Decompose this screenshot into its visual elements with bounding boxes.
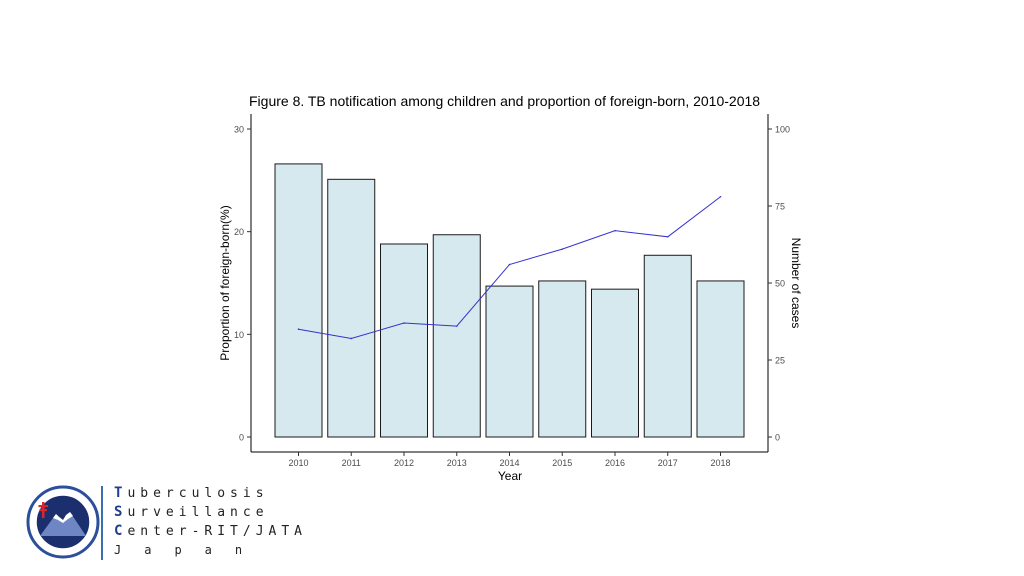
bar-2016 <box>591 288 639 438</box>
chart-title: Figure 8. TB notification among children… <box>249 93 760 109</box>
y-right-tick-label-75: 75 <box>775 202 785 212</box>
logo-divider <box>101 486 103 560</box>
cases-point-2012 <box>403 322 405 324</box>
bar-2018 <box>696 280 745 438</box>
organization-name: Tuberculosis Surveillance Center-RIT/JAT… <box>114 484 307 559</box>
y-axis-left-label: Proportion of foreign-born(%) <box>218 205 232 360</box>
x-tick-label-2016: 2016 <box>605 458 625 468</box>
y-right-tick-label-25: 25 <box>775 356 785 366</box>
x-tick-label-2013: 2013 <box>447 458 467 468</box>
y-left-tick-label-10: 10 <box>234 330 244 340</box>
x-tick-label-2010: 2010 <box>288 458 308 468</box>
y-axis-right-label: Number of cases <box>789 238 803 329</box>
plot-layer: 0 10 20 30 0 25 50 75 100 2010 2011 2012 2013 2014 201… <box>234 114 790 468</box>
x-tick-label-2017: 2017 <box>658 458 678 468</box>
x-axis-label: Year <box>498 469 522 483</box>
org-line-2: Surveillance <box>114 504 269 520</box>
bar-2014 <box>485 285 534 438</box>
cases-point-2016 <box>614 229 616 232</box>
cases-point-2011 <box>350 337 353 340</box>
x-tick-label-2012: 2012 <box>394 458 414 468</box>
bar-2010 <box>274 163 323 438</box>
y-right-tick-label-0: 0 <box>775 433 780 443</box>
org-line-3: Center-RIT/JATA <box>114 523 308 539</box>
x-tick-label-2015: 2015 <box>552 458 572 468</box>
y-right-tick-label-50: 50 <box>775 279 785 289</box>
x-tick-label-2014: 2014 <box>499 458 519 468</box>
bar-2017 <box>643 254 692 438</box>
bar-2011 <box>327 178 376 438</box>
x-tick-label-2018: 2018 <box>710 458 730 468</box>
cases-point-2010 <box>297 328 300 331</box>
bar-2012 <box>380 243 428 438</box>
cases-point-2014 <box>508 263 511 266</box>
bar-2013 <box>432 234 481 438</box>
cases-point-2013 <box>455 325 458 327</box>
cases-point-2017 <box>666 236 669 238</box>
org-country: Japan <box>114 543 266 557</box>
cases-point-2015 <box>561 248 564 250</box>
bar-2015 <box>538 280 587 438</box>
y-left-tick-label-30: 30 <box>234 125 244 135</box>
cases-point-2018 <box>719 195 722 198</box>
org-line-1: Tuberculosis <box>114 485 269 501</box>
y-left-tick-label-20: 20 <box>234 227 244 237</box>
organization-logo-block: Tuberculosis Surveillance Center-RIT/JAT… <box>26 484 326 564</box>
y-right-tick-label-100: 100 <box>775 125 790 135</box>
y-left-tick-label-0: 0 <box>239 433 244 443</box>
x-tick-label-2011: 2011 <box>342 458 361 468</box>
jata-emblem-icon <box>26 485 100 559</box>
